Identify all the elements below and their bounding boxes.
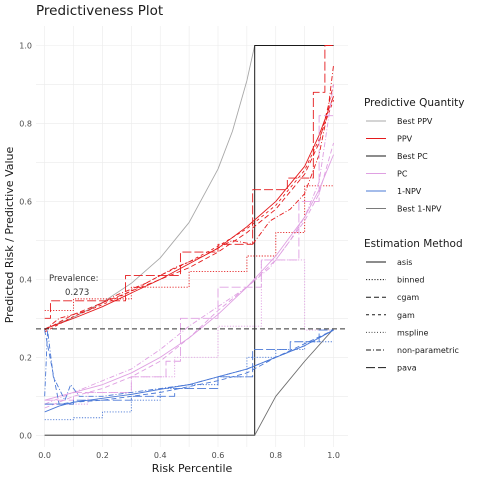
legend-method-label: binned <box>397 276 424 285</box>
legend-quantity-label: Best PC <box>397 152 428 161</box>
legend-method-label: asis <box>397 258 412 267</box>
legend-predictive-quantity: Predictive Quantity Best PPV PPV Best PC PC… <box>364 97 464 214</box>
x-axis-label: Risk Percentile <box>152 462 233 475</box>
series-line-best-ppv <box>44 45 334 330</box>
x-tick-label: 0.2 <box>96 451 109 460</box>
x-tick-label: 0.0 <box>38 451 51 460</box>
legend-method-label: cgam <box>397 293 419 302</box>
series-line-1-npv <box>44 341 334 421</box>
axis-ticks: 0.0 0.2 0.4 0.6 0.8 1.0 0.0 0.2 0.4 0.6 0.8 1.0 <box>19 41 340 460</box>
legend-method-label: non-parametric <box>397 346 459 355</box>
legend-quantity-title: Predictive Quantity <box>364 97 464 109</box>
y-tick-label: 1.0 <box>19 41 32 50</box>
y-axis-label: Predicted Risk / Predictive Value <box>3 146 16 323</box>
y-tick-label: 0.4 <box>19 275 32 284</box>
series-line-pc <box>44 259 334 405</box>
legend-method-label: gam <box>397 311 415 320</box>
series-line-ppv <box>44 45 334 319</box>
legend-quantity-label: PPV <box>397 135 413 144</box>
series-line-pc <box>44 142 334 409</box>
x-tick-label: 1.0 <box>327 451 340 460</box>
prevalence-annotation-label: Prevalence: <box>49 274 99 284</box>
series-line-ppv <box>44 96 334 330</box>
legend-quantity-label: Best PPV <box>397 117 433 126</box>
legend-quantity-label: Best 1-NPV <box>397 205 442 214</box>
y-tick-label: 0.8 <box>19 119 32 128</box>
legend-quantity-label: 1-NPV <box>397 187 422 196</box>
series-line-ppv <box>44 84 334 331</box>
x-tick-label: 0.6 <box>212 451 225 460</box>
x-tick-label: 0.8 <box>269 451 282 460</box>
legend-method-label: mspline <box>397 328 429 337</box>
series-line-ppv <box>44 64 335 331</box>
legend-method-label: pava <box>397 364 417 373</box>
y-tick-label: 0.6 <box>19 197 32 206</box>
y-tick-label: 0.0 <box>19 431 32 440</box>
series-line-best-1-npv <box>44 328 334 436</box>
x-tick-label: 0.4 <box>154 451 167 460</box>
prevalence-annotation-value: 0.273 <box>65 288 89 298</box>
series-layer <box>44 44 335 436</box>
chart-title: Predictiveness Plot <box>36 3 163 19</box>
series-line-pc <box>44 154 334 401</box>
y-tick-label: 0.2 <box>19 353 32 362</box>
series-line-pc <box>44 115 334 401</box>
legend-method-title: Estimation Method <box>364 238 463 250</box>
series-line-pc <box>44 84 335 405</box>
legend-estimation-method: Estimation Method asis binned cgam gam mspli… <box>364 238 463 373</box>
legend-quantity-label: PC <box>397 170 408 179</box>
